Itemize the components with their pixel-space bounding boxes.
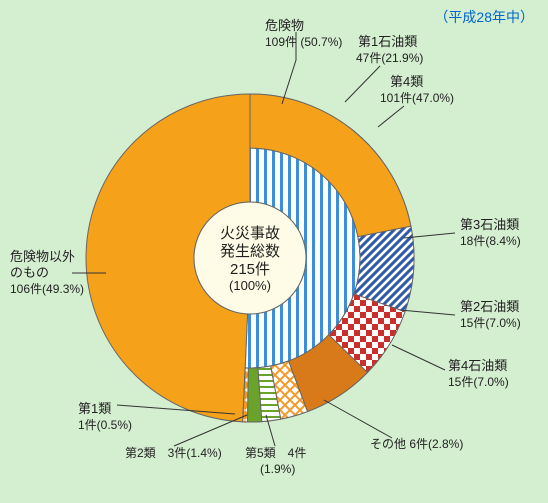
center-text: 215件: [230, 261, 270, 278]
slice-label: 第4類: [390, 74, 423, 89]
period-note: （平成28年中）: [434, 9, 534, 25]
slice-label: 第4石油類: [448, 358, 507, 373]
center-text: 火災事故: [220, 225, 280, 242]
slice-label: 15件(7.0%): [448, 375, 509, 389]
slice-label: 15件(7.0%): [460, 316, 521, 330]
slice-label: 第1石油類: [358, 34, 417, 49]
slice-label: 106件(49.3%): [10, 282, 84, 296]
slice-label: のもの: [10, 265, 49, 280]
slice-label: 第5類 4件: [245, 446, 306, 460]
center-text: (100%): [229, 278, 271, 293]
slice-label: 第1類: [78, 401, 111, 416]
slice-label: 47件(21.9%): [356, 51, 423, 65]
donut-chart: （平成28年中） 火災事故発生総数215件(100%) 危険物 109件 (50.7%…: [0, 0, 548, 503]
slice-label: 1件(0.5%): [78, 418, 132, 432]
slice-label: 101件(47.0%): [380, 91, 454, 105]
center-text: 発生総数: [220, 243, 280, 260]
slice-label: 109件 (50.7%): [265, 35, 342, 49]
slice-label: (1.9%): [260, 462, 295, 476]
slice-label: 第2石油類: [460, 299, 519, 314]
slice-label: 危険物以外: [10, 249, 75, 264]
slice-label: 第2類 3件(1.4%): [125, 446, 222, 460]
slice-label: その他 6件(2.8%): [370, 437, 463, 451]
slice-label: 危険物: [265, 18, 304, 33]
slice-label: 第3石油類: [460, 217, 519, 232]
slice-label: 18件(8.4%): [460, 234, 521, 248]
